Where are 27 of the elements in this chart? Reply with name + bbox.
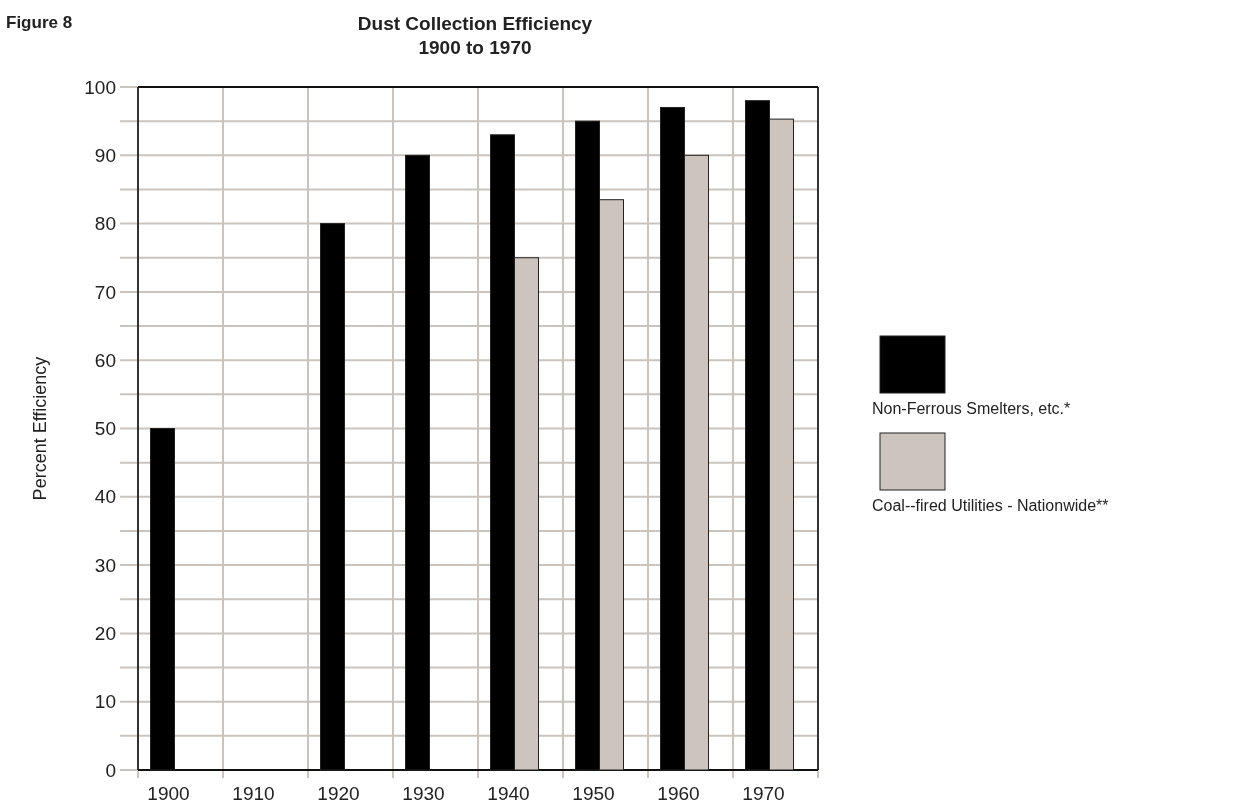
y-tick-label: 10 [94, 691, 116, 713]
y-tick-label: 90 [94, 144, 116, 166]
y-tick-label: 80 [94, 213, 116, 235]
chart-title: Dust Collection Efficiency 1900 to 1970 [357, 13, 593, 58]
y-tick-label: 20 [94, 623, 116, 645]
x-tick-label: 1940 [487, 783, 530, 804]
y-tick-label: 30 [94, 554, 116, 576]
x-tick-label: 1950 [572, 783, 615, 804]
y-tick-label: 70 [94, 281, 116, 303]
y-tick-label: 100 [84, 76, 116, 98]
y-axis-title: Percent Efficiency [30, 356, 50, 501]
x-tick-label: 1900 [147, 783, 190, 804]
y-tick-label: 50 [94, 418, 116, 440]
x-tick-label: 1970 [742, 783, 785, 804]
bar [405, 154, 430, 771]
x-tick-label: 1930 [402, 783, 445, 804]
text: Non-Ferrous Smelters, etc.* [872, 400, 1071, 417]
y-tick-label: 0 [105, 759, 116, 781]
x-tick-label: 1910 [232, 783, 275, 804]
y-tick-label: 60 [94, 349, 116, 371]
bar [320, 223, 345, 771]
x-tick-label: 1920 [317, 783, 360, 804]
x-tick-label: 1960 [657, 783, 700, 804]
y-tick-label: 40 [94, 486, 116, 508]
caption: Figure 8 [6, 13, 73, 32]
text: Coal--fired Utilities - Nationwide** [872, 497, 1109, 514]
bar [150, 428, 175, 771]
